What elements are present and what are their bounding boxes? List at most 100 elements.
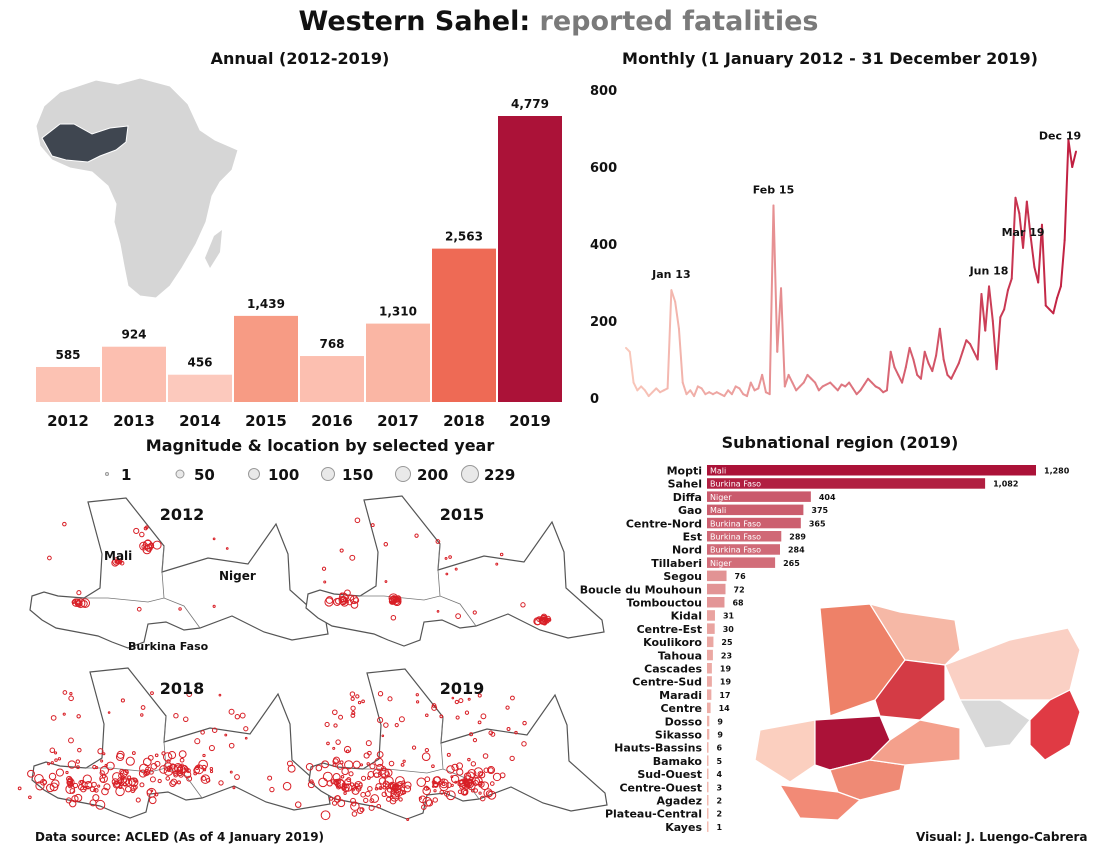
monthly-line-segment (848, 381, 854, 390)
size-legend: 1 50 100 150 200 229 (105, 465, 515, 484)
event-dot (406, 817, 410, 821)
event-dot (480, 713, 487, 720)
event-dot (331, 800, 338, 806)
annual-value-label: 2,563 (445, 230, 483, 244)
monthly-line-segment (1071, 150, 1077, 168)
event-dot (176, 769, 184, 777)
monthly-line-segment (908, 346, 915, 361)
event-dot (218, 780, 224, 786)
sahel-outline (305, 495, 605, 647)
region-bar (707, 702, 711, 714)
region-bar (707, 583, 726, 595)
event-dot (228, 742, 235, 749)
event-dot (104, 763, 108, 768)
event-dot (344, 760, 354, 770)
event-dot (489, 781, 495, 786)
region-bar (707, 465, 1036, 476)
event-dot (180, 763, 184, 767)
event-dot (68, 799, 77, 808)
monthly-line-segment (681, 381, 688, 396)
monthly-line-segment (677, 327, 684, 384)
event-dot (69, 691, 73, 696)
event-dot (349, 691, 356, 697)
legend-circle (321, 467, 335, 481)
monthly-line-segment (674, 300, 680, 330)
event-dot (487, 766, 496, 775)
monthly-line-segment (757, 373, 764, 390)
title-main: Western Sahel: (298, 6, 531, 37)
event-dot (82, 774, 92, 784)
region-bar (707, 742, 709, 753)
monthly-title: Monthly (1 January 2012 - 31 December 20… (622, 49, 1038, 68)
monthly-line-segment (893, 366, 900, 376)
country-border (360, 595, 477, 627)
event-dot (514, 730, 518, 735)
event-dot (167, 751, 177, 760)
monthly-line-segment (836, 383, 843, 392)
event-dot (350, 696, 355, 701)
event-dot (163, 766, 174, 776)
event-dot (173, 772, 179, 778)
monthly-line-segment (953, 362, 960, 373)
event-dot (425, 799, 434, 807)
event-dot (470, 761, 477, 767)
event-dot (340, 775, 345, 779)
event-dot (176, 780, 181, 785)
region-value-label: 4 (717, 770, 723, 779)
event-dot (483, 767, 489, 773)
event-dot (92, 794, 100, 802)
event-dot (144, 544, 153, 552)
event-dot (193, 767, 201, 774)
title-sub: reported fatalities (539, 6, 819, 37)
event-dot (234, 714, 240, 720)
event-dot (472, 738, 478, 743)
event-dot (378, 786, 383, 790)
event-dot (162, 752, 173, 762)
event-dot (333, 723, 338, 728)
event-dot (139, 531, 145, 538)
event-dot (186, 775, 193, 782)
event-dot (368, 804, 375, 811)
annual-value-label: 585 (55, 348, 80, 362)
event-dot (448, 555, 452, 559)
event-dot (398, 797, 403, 802)
region-bar (707, 597, 725, 608)
event-dot (433, 789, 437, 793)
monthly-line-segment (988, 285, 994, 322)
event-dot (326, 741, 330, 746)
event-dot (76, 714, 81, 719)
event-dot (47, 762, 51, 766)
event-dot (267, 775, 273, 781)
event-dot (100, 759, 104, 763)
event-dot (218, 693, 222, 697)
monthly-line-segment (1059, 239, 1066, 288)
event-dot (389, 797, 397, 805)
monthly-line-segment (957, 350, 964, 365)
event-dot (473, 788, 479, 793)
event-dot (133, 527, 140, 535)
event-dot (360, 791, 366, 798)
map-panel-2012 (29, 497, 329, 649)
monthly-line-segment (969, 343, 975, 353)
monthly-line-segment (859, 383, 866, 392)
region-value-label: 14 (719, 704, 731, 713)
legend-value: 150 (342, 466, 373, 484)
monthly-line-segment (768, 204, 775, 396)
event-dot (211, 727, 218, 733)
region-bar (707, 478, 986, 489)
monthly-annotation: Jan 13 (651, 268, 690, 281)
event-dot (380, 766, 387, 772)
event-dot (84, 781, 93, 789)
event-dot (346, 777, 352, 783)
event-dot (75, 759, 81, 764)
event-dot (383, 542, 389, 547)
region-label: Sahel (668, 478, 702, 491)
event-dot (149, 776, 156, 783)
region-value-label: 6 (717, 744, 723, 753)
event-dot (208, 745, 215, 752)
event-dot (506, 727, 511, 731)
monthly-line-segment (643, 389, 650, 398)
region-country-label: Burkina Faso (710, 519, 761, 528)
event-dot (359, 807, 365, 813)
event-dot (393, 784, 400, 791)
